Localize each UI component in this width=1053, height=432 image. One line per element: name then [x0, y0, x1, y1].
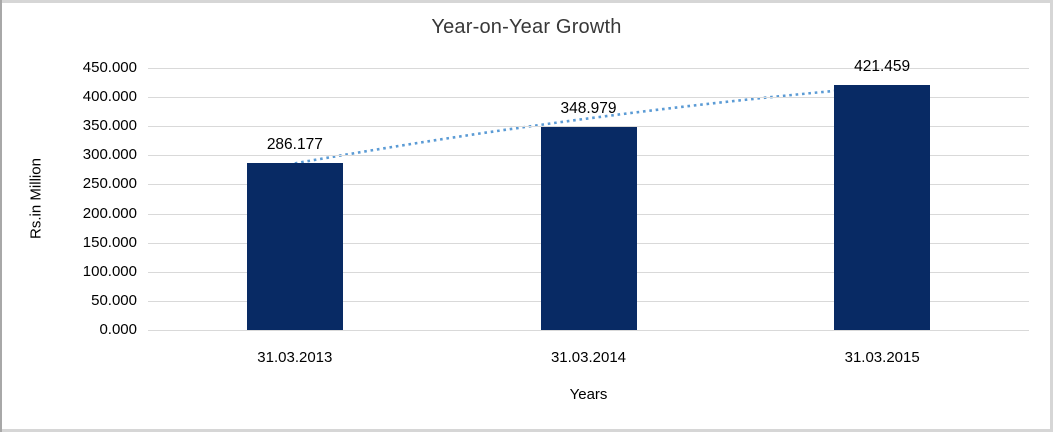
- y-tick-label: 50.000: [91, 291, 137, 309]
- y-tick-label: 200.000: [82, 204, 137, 222]
- y-tick-label: 250.000: [82, 175, 137, 193]
- bar-31.03.2013: [246, 163, 343, 330]
- bar-value-label: 286.177: [266, 136, 323, 154]
- bar-value-label: 421.459: [854, 57, 911, 75]
- y-axis-title: Rs.in Million: [27, 158, 45, 239]
- gridline: [148, 68, 1029, 69]
- bar-31.03.2014: [540, 126, 637, 330]
- frame-border-left: [0, 0, 2, 432]
- x-tick-label: 31.03.2013: [257, 349, 333, 366]
- gridline: [148, 97, 1029, 99]
- frame-border-bottom: [0, 429, 1053, 432]
- frame-border-right: [1050, 0, 1053, 432]
- x-tick-label: 31.03.2015: [844, 349, 920, 366]
- y-tick-label: 450.000: [82, 59, 137, 76]
- y-tick-label: 300.000: [82, 146, 137, 164]
- y-tick-label: 100.000: [82, 262, 137, 280]
- bar-31.03.2015: [834, 84, 931, 330]
- frame-border-top: [0, 0, 1053, 3]
- gridline: [148, 330, 1029, 331]
- x-axis-title: Years: [569, 386, 608, 403]
- chart-title: Year-on-Year Growth: [431, 16, 622, 38]
- y-tick-label: 400.000: [82, 88, 137, 106]
- y-tick-label: 0.000: [99, 321, 137, 338]
- bar-value-label: 348.979: [560, 99, 617, 117]
- gridline: [148, 126, 1029, 128]
- y-tick-label: 150.000: [82, 233, 137, 251]
- y-tick-label: 350.000: [82, 117, 137, 135]
- x-tick-label: 31.03.2014: [550, 349, 627, 366]
